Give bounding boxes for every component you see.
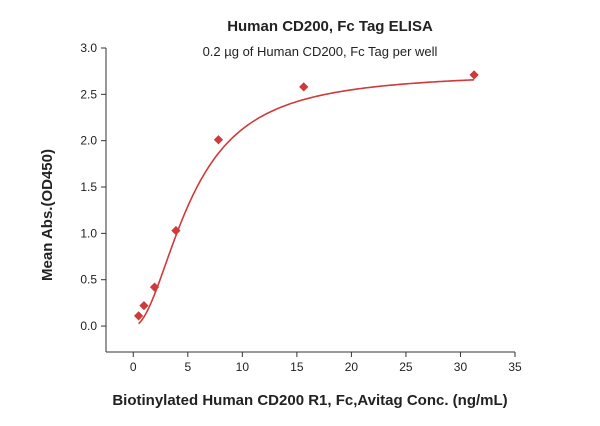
y-axis-label: Mean Abs.(OD450) [39,149,56,281]
x-tick-label: 35 [508,360,522,374]
tick-labels: 0 5 10 15 20 25 30 35 0.0 0.5 1.0 1.5 2.0 2.5 3.0 [80,41,522,374]
chart-title: Human CD200, Fc Tag ELISA [227,18,433,35]
data-points [133,70,479,321]
y-tick-label: 1.0 [80,226,97,240]
data-point [213,135,224,145]
y-tick-label: 2.5 [80,87,97,101]
x-tick-label: 15 [290,360,304,374]
x-tick-label: 0 [130,360,137,374]
data-point [299,82,309,92]
x-tick-label: 10 [236,360,250,374]
x-tick-label: 20 [345,360,359,374]
chart-subtitle: 0.2 µg of Human CD200, Fc Tag per well [203,44,438,59]
axes [105,48,515,353]
data-point [139,301,149,311]
data-point [133,311,144,321]
x-tick-label: 30 [454,360,468,374]
data-point [469,70,479,80]
x-tick-label: 5 [184,360,191,374]
x-axis-label: Biotinylated Human CD200 R1, Fc,Avitag C… [112,392,507,409]
y-tick-label: 3.0 [80,41,97,55]
fit-curve-layer [138,79,475,325]
data-point [171,225,181,236]
y-tick-label: 1.5 [80,180,97,194]
fit-curve [138,79,475,325]
y-tick-label: 0.0 [80,319,97,333]
y-tick-label: 2.0 [80,134,97,148]
data-point [149,282,160,292]
x-tick-label: 25 [399,360,413,374]
y-tick-label: 0.5 [80,273,97,287]
tick-marks [101,47,516,357]
